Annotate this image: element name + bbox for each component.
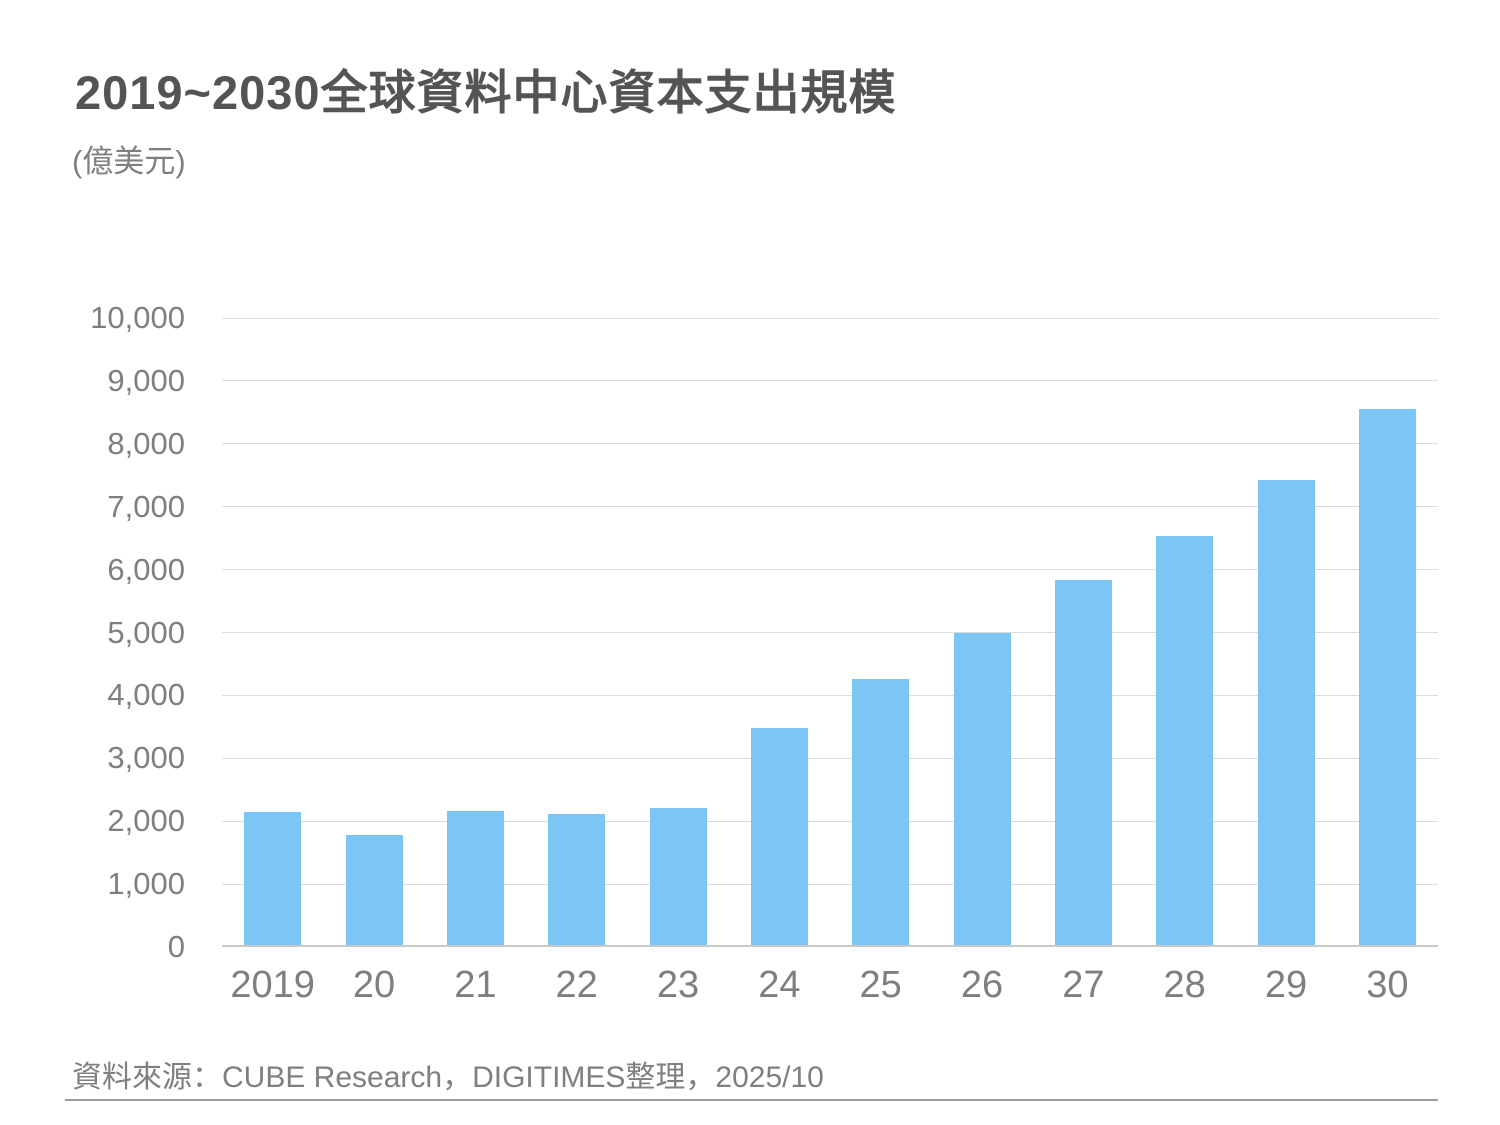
y-tick-label: 10,000 [90, 300, 185, 335]
y-tick-label: 7,000 [107, 488, 185, 524]
bar-24 [750, 728, 808, 947]
x-tick-label: 23 [656, 964, 700, 1006]
y-tick-label: 9,000 [107, 362, 185, 398]
y-gridline [222, 443, 1438, 445]
bar-25 [852, 679, 910, 947]
y-tick-label: 8,000 [107, 425, 185, 461]
y-tick-label: 6,000 [107, 551, 185, 587]
bar-27 [1054, 580, 1112, 947]
y-tick-label: 5,000 [107, 614, 185, 650]
y-gridline [222, 757, 1438, 759]
y-tick-label: 2,000 [107, 803, 185, 839]
y-tick-label: 3,000 [107, 740, 185, 776]
bar-23 [649, 808, 707, 947]
x-tick-label: 24 [758, 964, 801, 1006]
x-tick-label: 27 [1062, 964, 1105, 1006]
y-gridline [222, 317, 1438, 319]
x-tick-label: 28 [1163, 964, 1206, 1006]
x-tick-label: 26 [960, 964, 1004, 1006]
y-axis: 0 1,000 2,000 3,000 4,000 5,000 6,000 7,000 8,00… [40, 300, 185, 964]
x-tick-label: 2019 [230, 964, 315, 1006]
bar-2019 [244, 811, 302, 947]
y-gridline [222, 694, 1438, 696]
bar-30 [1358, 408, 1416, 947]
y-gridline [222, 569, 1438, 571]
y-gridline [222, 632, 1438, 633]
y-gridline [222, 820, 1438, 822]
y-gridline [222, 506, 1438, 508]
bar-20 [345, 835, 403, 947]
y-tick-label: 0 [167, 929, 185, 964]
bar-26 [953, 632, 1011, 947]
bar-29 [1257, 480, 1315, 947]
y-gridline [222, 380, 1438, 382]
source-note: 資料來源：CUBE Research，DIGITIMES整理，2025/10 [72, 1061, 824, 1094]
chart-title: 2019~2030全球資料中心資本支出規模 [75, 66, 897, 119]
x-axis-line [222, 945, 1438, 947]
x-tick-label: 29 [1264, 964, 1308, 1006]
x-tick-label: 30 [1366, 964, 1409, 1006]
x-axis: 2019 20 21 22 23 24 25 26 27 28 29 30 [222, 964, 1438, 1019]
y-tick-label: 1,000 [107, 866, 185, 902]
bar-28 [1156, 535, 1214, 947]
y-tick-label: 4,000 [107, 677, 185, 713]
plot-area [222, 317, 1438, 947]
x-tick-label: 21 [454, 964, 497, 1006]
y-gridline [222, 883, 1438, 885]
x-tick-label: 25 [859, 964, 902, 1006]
x-tick-label: 22 [555, 964, 598, 1006]
bar-22 [548, 813, 606, 947]
y-axis-unit-label: (億美元) [72, 144, 186, 179]
bar-21 [446, 811, 504, 947]
x-tick-label: 20 [352, 964, 396, 1006]
footer-divider [65, 1099, 1438, 1101]
